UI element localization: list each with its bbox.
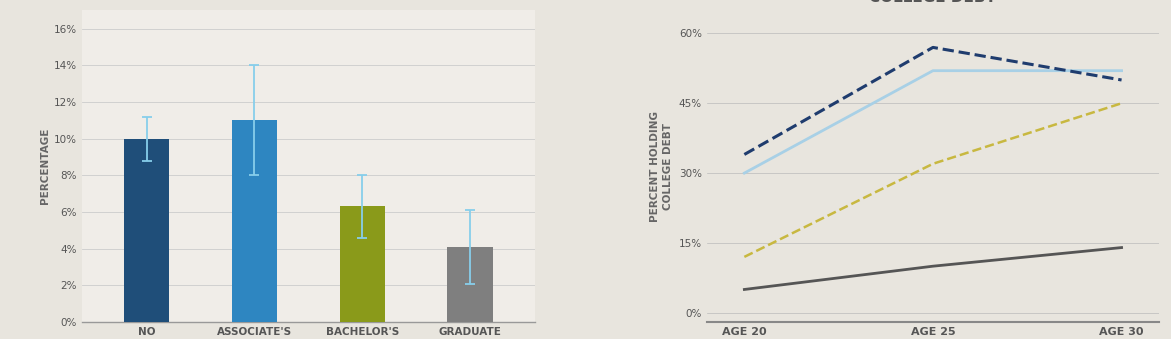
Y-axis label: PERCENT HOLDING
COLLEGE DEBT: PERCENT HOLDING COLLEGE DEBT — [650, 111, 673, 222]
Bar — [232, 120, 278, 322]
Y-axis label: PERCENTAGE: PERCENTAGE — [40, 128, 50, 204]
Bar — [340, 206, 385, 322]
Title: COLLEGE DEBT: COLLEGE DEBT — [869, 0, 997, 5]
Bar — [124, 139, 170, 322]
Bar — [447, 247, 493, 322]
Text: HOUSEHOLDS WITH A BORROWER PAYING INTEREST
RATES OF 10% OR GREATER ON STUDENT LO: HOUSEHOLDS WITH A BORROWER PAYING INTERE… — [82, 0, 472, 2]
